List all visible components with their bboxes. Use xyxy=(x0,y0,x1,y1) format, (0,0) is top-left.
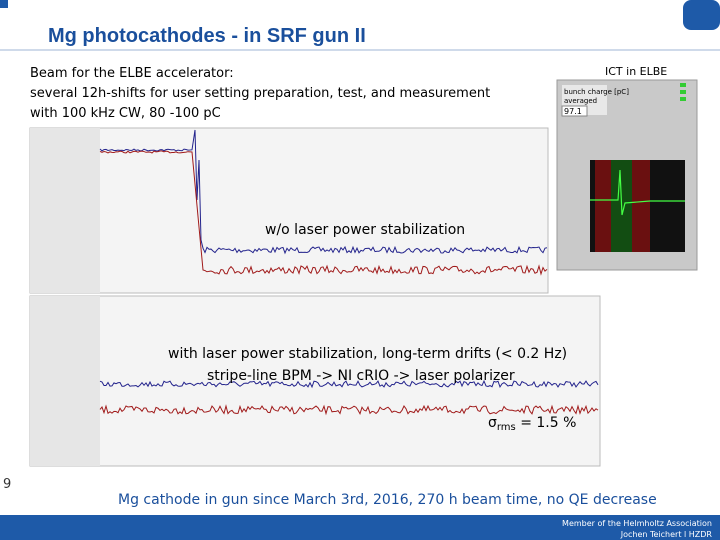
traces xyxy=(99,129,548,276)
trace xyxy=(99,150,548,276)
trace xyxy=(99,129,548,255)
footer-line: Jochen Teichert l HZDR xyxy=(620,530,713,539)
plot-axis-panel xyxy=(30,296,100,466)
sigma-symbol: σ xyxy=(488,415,497,431)
traces xyxy=(99,379,599,416)
corner-mark xyxy=(0,0,8,8)
summary: Mg cathode in gun since March 3rd, 2016,… xyxy=(118,492,657,508)
sigma-text: = 1.5 % xyxy=(516,415,577,431)
trace xyxy=(99,379,599,389)
intro-line: with 100 kHz CW, 80 -100 pC xyxy=(30,106,221,121)
ict-label: bunch charge [pC] xyxy=(564,88,629,96)
intro-line: Beam for the ELBE accelerator: xyxy=(30,66,234,81)
plot-bottom: with laser power stabilization, long-ter… xyxy=(29,295,601,467)
plot-caption: stripe-line BPM -> NI cRIO -> laser pola… xyxy=(207,368,515,384)
ict-band xyxy=(595,160,611,252)
trace xyxy=(99,404,599,416)
plot-frame xyxy=(29,127,549,294)
ict-band xyxy=(632,160,650,252)
footer-bar xyxy=(0,515,720,540)
sigma-label: σrms = 1.5 % xyxy=(488,415,576,433)
page-number: 9 xyxy=(3,477,11,492)
ict-panel: bunch charge [pC] averaged 97.1 xyxy=(556,79,698,271)
ict-led xyxy=(680,83,686,87)
footer-line: Member of the Helmholtz Association xyxy=(562,519,712,528)
plot-caption: with laser power stabilization, long-ter… xyxy=(168,346,567,362)
plot-caption: w/o laser power stabilization xyxy=(265,222,465,238)
ict-title: ICT in ELBE xyxy=(605,65,667,78)
ict-sublabel: averaged xyxy=(564,97,597,105)
ict-trace xyxy=(590,169,685,216)
ict-readout xyxy=(561,105,588,117)
ict-led xyxy=(680,97,686,101)
ict-led xyxy=(680,90,686,94)
sigma-subscript: rms xyxy=(497,422,516,433)
plot-top: w/o laser power stabilization xyxy=(29,127,549,294)
plot-axis-panel xyxy=(30,128,100,293)
ict-reading: 97.1 xyxy=(564,107,582,116)
intro-line: several 12h-shifts for user setting prep… xyxy=(30,86,490,101)
slide-title: Mg photocathodes - in SRF gun II xyxy=(48,25,366,47)
logo xyxy=(683,0,720,30)
